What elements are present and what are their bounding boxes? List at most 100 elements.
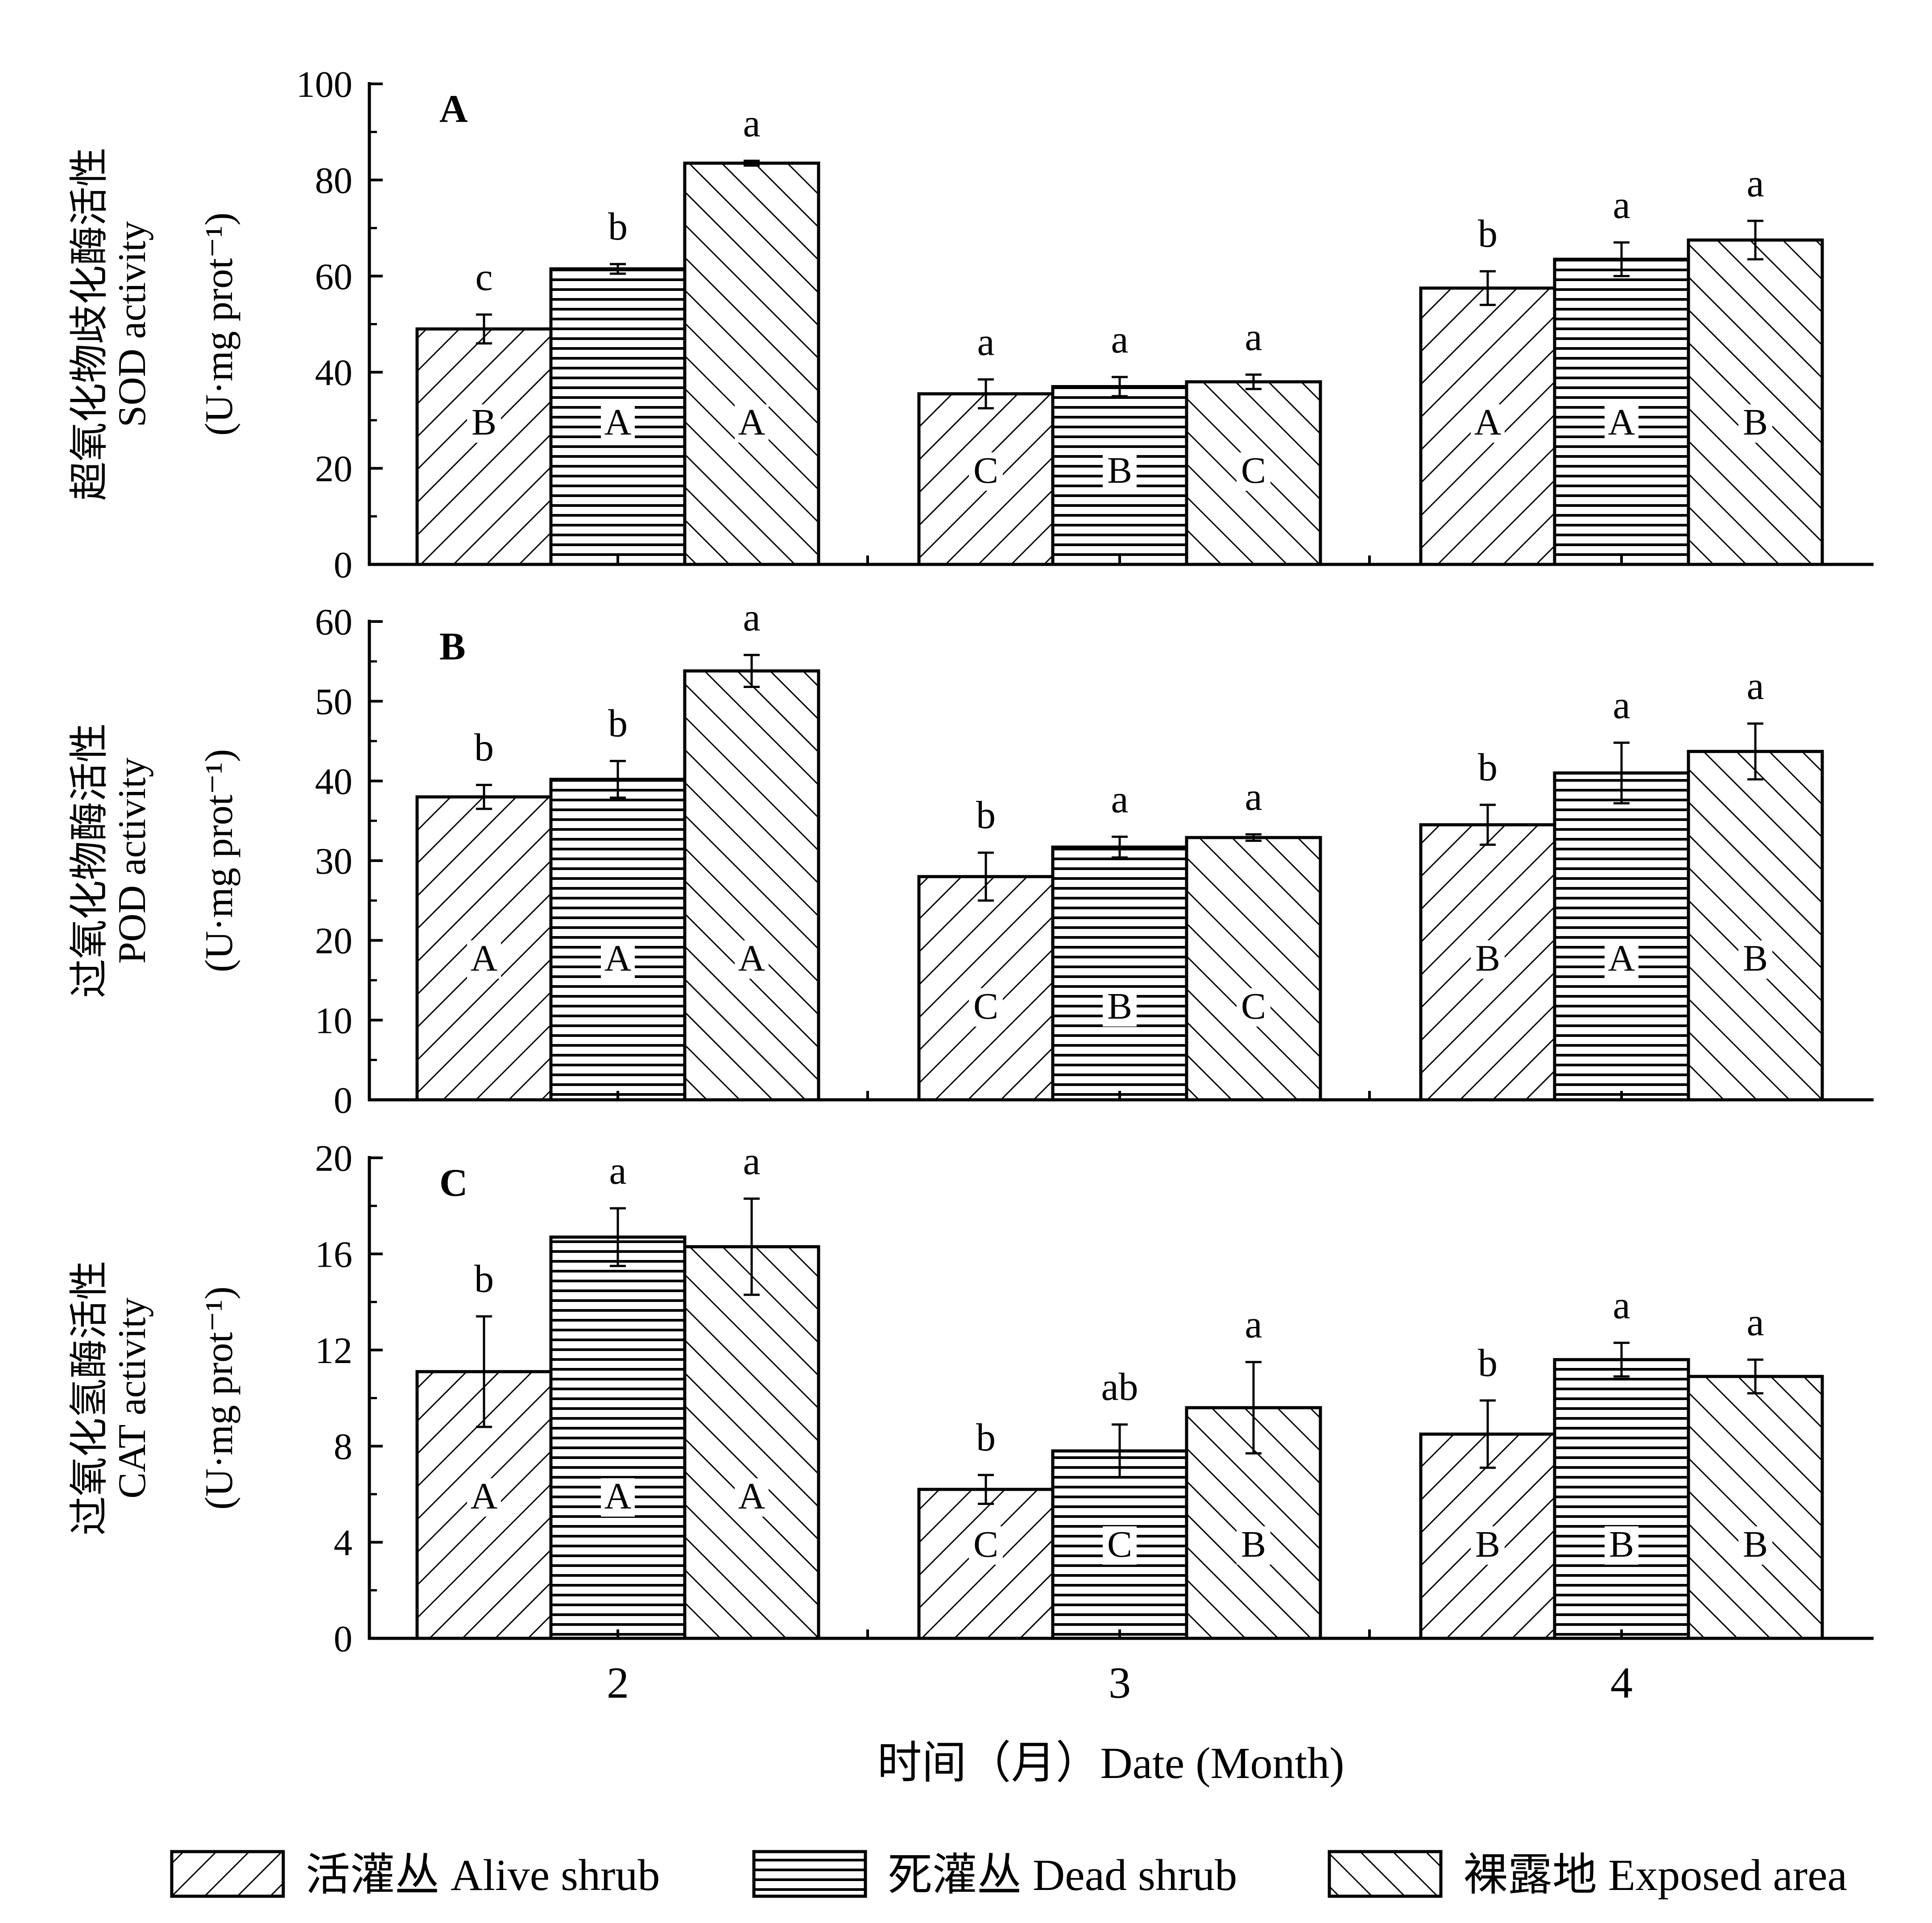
error-bar — [744, 654, 760, 688]
bar-group: bA — [415, 1257, 553, 1640]
error-bar — [476, 1315, 492, 1428]
sig-letter-bg — [1103, 988, 1137, 1027]
legend-swatch — [170, 1850, 285, 1898]
y-tick-label: 30 — [315, 841, 352, 882]
y-tick-label: 20 — [315, 1138, 352, 1179]
sig-letter-bg — [467, 404, 501, 443]
sig-letter-lower: a — [1245, 775, 1262, 819]
sig-letter-bg — [1605, 404, 1638, 443]
sig-letter-lower: a — [743, 596, 760, 639]
y-axis-title: (U·mg prot⁻¹) — [198, 212, 241, 436]
sig-letter-lower: b — [1478, 1342, 1498, 1385]
sig-letter-upper: C — [1107, 1524, 1132, 1565]
bar-group: aA — [1553, 684, 1690, 1102]
legend-swatch — [752, 1850, 867, 1898]
bar — [1553, 257, 1690, 566]
bar-group: aB — [1687, 162, 1824, 566]
sig-letter-lower: a — [609, 1149, 626, 1193]
sig-letter-bg — [1471, 940, 1505, 979]
sig-letter-lower: a — [977, 320, 994, 364]
legend-label: 活灌丛 Alive shrub — [306, 1850, 660, 1900]
y-tick-label: 60 — [315, 256, 352, 298]
y-tick-label: 0 — [334, 1080, 352, 1121]
sig-letter-upper: A — [1474, 402, 1502, 443]
sig-letter-upper: B — [1475, 938, 1500, 979]
panel-a: cBaCbAbAaBaAaAaCaB020406080100A超氧化物歧化酶活性… — [68, 64, 1874, 586]
y-axis-title: (U·mg prot⁻¹) — [198, 749, 241, 973]
y-tick-label: 8 — [334, 1426, 352, 1467]
bar-group: aB — [1553, 1284, 1690, 1640]
sig-letter-upper: C — [973, 450, 998, 491]
error-bar — [1480, 1399, 1496, 1469]
sig-letter-bg — [969, 1526, 1003, 1565]
bar-group: bB — [1419, 746, 1556, 1102]
sig-letter-bg — [1237, 988, 1270, 1027]
bar — [1185, 836, 1322, 1102]
error-bar — [610, 1207, 626, 1267]
sig-letter-upper: C — [1241, 986, 1266, 1027]
sig-letter-upper: C — [973, 1524, 998, 1565]
error-bar — [744, 159, 760, 167]
sig-letter-lower: a — [1111, 778, 1128, 821]
error-bar — [476, 313, 492, 345]
bar — [683, 162, 820, 566]
y-axis-title: 过氧化物酶活性 — [68, 723, 112, 998]
sig-letter-bg — [1605, 940, 1638, 979]
panel-letter: A — [439, 87, 468, 131]
x-tick-label: 2 — [607, 1658, 629, 1707]
panel-b: bAbCbBbAaBaAaAaCaB0102030405060B过氧化物酶活性P… — [68, 596, 1874, 1121]
sig-letter-bg — [1471, 1526, 1505, 1565]
sig-letter-lower: b — [608, 702, 628, 746]
bar-group: aA — [683, 102, 820, 566]
error-bar — [1480, 270, 1496, 306]
sig-letter-upper: A — [471, 1475, 498, 1517]
bar-group: aB — [1051, 318, 1188, 566]
sig-letter-upper: A — [604, 1475, 632, 1517]
bar-group: aB — [1051, 778, 1188, 1102]
bar-group: bC — [917, 1416, 1055, 1640]
sig-letter-bg — [1237, 1526, 1270, 1565]
sig-letter-upper: B — [1743, 1524, 1768, 1565]
error-bar — [1112, 376, 1128, 398]
error-bar — [610, 760, 626, 799]
bar — [1051, 845, 1188, 1102]
bar — [415, 327, 553, 566]
bar-group: cB — [415, 256, 553, 566]
bar-group: bA — [415, 726, 553, 1102]
y-tick-label: 40 — [315, 761, 352, 802]
sig-letter-bg — [1103, 1526, 1137, 1565]
y-tick-label: 0 — [334, 544, 352, 586]
y-tick-label: 50 — [315, 681, 352, 723]
sig-letter-bg — [969, 988, 1003, 1027]
panel-letter: B — [439, 625, 466, 668]
bar — [549, 1235, 687, 1640]
bar-group: aA — [683, 1140, 820, 1640]
y-tick-label: 20 — [315, 920, 352, 962]
sig-letter-bg — [1237, 452, 1270, 491]
sig-letter-upper: A — [738, 1475, 765, 1517]
sig-letter-lower: b — [608, 205, 628, 249]
legend-label: 死灌丛 Dead shrub — [888, 1850, 1237, 1900]
bar-group: bB — [1419, 1342, 1556, 1640]
error-bar — [1613, 241, 1630, 278]
y-axis-title: (U·mg prot⁻¹) — [198, 1286, 241, 1510]
sig-letter-upper: A — [604, 938, 632, 979]
sig-letter-bg — [735, 404, 769, 443]
y-tick-label: 40 — [315, 352, 352, 394]
sig-letter-upper: B — [1107, 450, 1132, 491]
sig-letter-upper: A — [1608, 402, 1635, 443]
sig-letter-upper: A — [1608, 938, 1635, 979]
bar-group: ab C — [1051, 1366, 1188, 1640]
error-bar — [978, 851, 994, 902]
y-tick-label: 20 — [315, 448, 352, 490]
error-bar — [1613, 1342, 1630, 1378]
y-axis-title: 超氧化物歧化酶活性 — [68, 147, 112, 501]
sig-letter-lower: b — [1478, 746, 1498, 789]
bar — [683, 1245, 820, 1640]
bar-group: bA — [549, 205, 687, 566]
error-bar — [1747, 1358, 1763, 1395]
sig-letter-lower: a — [743, 1140, 760, 1183]
sig-letter-lower: b — [474, 726, 494, 769]
bar-group: aB — [1687, 1301, 1824, 1640]
